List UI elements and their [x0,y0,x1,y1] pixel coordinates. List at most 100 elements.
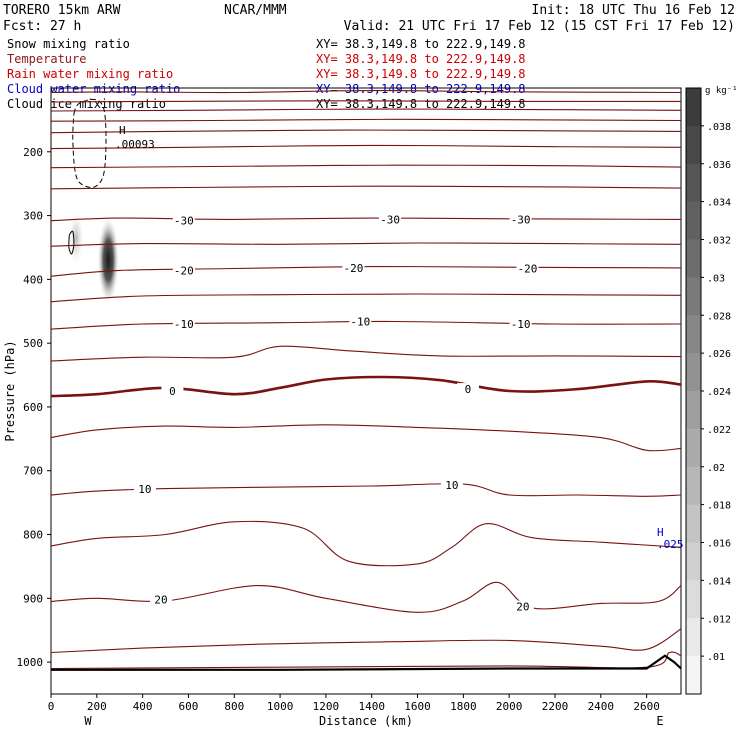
y-tick-label: 600 [23,401,43,414]
colorbar-tick-label: .034 [707,198,731,209]
x-axis: 0 200 400 600 800 1000 1200 1400 1600 1800 2000 220… [48,694,660,713]
isotherm-label-bg [509,318,532,330]
legend-xy-cloud-water: XY= 38.3,149.8 to 222.9,149.8 [316,82,526,96]
isotherm-label-bg [161,385,184,396]
x-tick-label: 2000 [496,700,523,713]
y-tick-label: 400 [23,273,43,286]
east-end-label: E [656,714,663,728]
legend-label-temperature: Temperature [7,52,86,66]
colorbar-swatch [686,277,701,316]
isotherm-label: -10 [511,318,531,331]
colorbar-swatch [686,201,701,240]
legend: Snow mixing ratio XY= 38.3,149.8 to 222.… [7,37,526,111]
center-title: NCAR/MMM [224,3,287,18]
colorbar-swatch [686,580,701,619]
legend-xy-temperature: XY= 38.3,149.8 to 222.9,149.8 [316,52,526,66]
west-end-label: W [84,714,92,728]
y-tick-label: 700 [23,465,43,478]
x-tick-label: 1200 [313,700,340,713]
y-tick-label: 1000 [17,656,44,669]
isotherm-line [50,90,682,94]
model-title: TORERO 15km ARW [3,3,121,18]
isotherm-line [50,266,682,277]
forecast-hour: Fcst: 27 h [3,19,81,34]
colorbar-tick-label: .022 [707,425,731,436]
isotherm-line [50,581,682,613]
x-tick-label: 1000 [267,700,294,713]
x-tick-label: 200 [87,700,107,713]
isotherm-label: 0 [465,383,472,396]
terrain-polyline [51,654,682,671]
isotherm-lines [50,90,682,670]
cloud-max-value: .025 [657,538,684,551]
isotherm-label: -30 [511,213,531,226]
plot-frame [50,87,682,695]
isotherm-label: -30 [174,215,194,228]
ice-max-value: .00093 [115,138,155,151]
legend-label-rain: Rain water mixing ratio [7,67,173,81]
isotherm-line [50,628,682,654]
legend-xy-rain: XY= 38.3,149.8 to 222.9,149.8 [316,67,526,81]
colorbar-tick-label: .032 [707,236,731,247]
ice-max-marker: H [119,124,126,137]
init-time: Init: 18 UTC Thu 16 Feb 12 [532,3,736,18]
isotherm-label: 20 [154,594,167,607]
cloud-water-blob [68,209,85,267]
x-tick-label: 0 [48,700,55,713]
isotherm-line [50,424,682,452]
isotherm-line [50,118,682,122]
colorbar-swatch [686,656,701,695]
isotherm-label-bg [172,264,195,276]
ice-contour [72,98,107,188]
valid-time: Valid: 21 UTC Fri 17 Feb 12 (15 CST Fri … [344,19,735,34]
x-tick-label: 600 [179,700,199,713]
isotherm-label-bg [516,262,539,274]
legend-label-cloud-ice: Cloud ice mixing ratio [7,97,166,111]
colorbar-swatch [686,504,701,543]
isotherm-line [50,345,682,362]
colorbar-swatch [686,88,701,127]
isotherm-label: 20 [516,601,529,614]
colorbar-tick-label: .03 [707,273,725,284]
colorbar-tick-label: .036 [707,160,731,171]
isotherm-line [50,293,682,303]
isotherm-label-bg [133,483,156,495]
x-tick-label: 800 [224,700,244,713]
x-axis-label: Distance (km) [319,714,413,728]
x-tick-label: 2400 [588,700,615,713]
isotherm-label-bg [509,213,532,225]
colorbar-tick-label: .038 [707,122,731,133]
y-axis: 200 300 400 500 600 700 800 900 1000 [17,146,51,669]
colorbar-swatch [686,125,701,165]
isotherm-label: -10 [174,318,194,331]
legend-label-snow: Snow mixing ratio [7,37,130,51]
colorbar-tick-label: .026 [707,349,731,360]
isotherm-label: 10 [445,479,458,492]
isotherm-line [50,164,682,169]
colorbar: .038 .036 .034 .032 .03 .028 .026 .024 .022 .02 .0… [685,87,731,695]
isotherm-line [50,520,682,567]
y-tick-label: 200 [23,146,43,159]
isotherm-label-bg [456,383,479,395]
isotherm-label: -20 [343,262,363,275]
isotherm-line [50,185,682,190]
isotherm-label-bg [379,213,402,225]
x-tick-label: 2600 [633,700,660,713]
legend-xy-snow: XY= 38.3,149.8 to 222.9,149.8 [316,37,526,51]
colorbar-tick-label: .014 [707,576,731,587]
isotherm-label-bg [440,478,463,490]
colorbar-swatch [686,239,701,278]
isotherm-line [50,217,682,222]
isotherm-label-bg [149,593,172,605]
cloud-water-shading [68,209,120,305]
isotherm-label: -10 [350,315,370,328]
colorbar-tick-label: .028 [707,311,731,322]
x-tick-label: 1800 [450,700,477,713]
colorbar-unit: g kg⁻¹ [705,86,738,96]
y-tick-label: 300 [23,210,43,223]
isotherm-line [50,129,682,134]
colorbar-swatch [686,466,701,506]
colorbar-tick-label: .016 [707,539,731,550]
colorbar-swatch [686,618,701,657]
